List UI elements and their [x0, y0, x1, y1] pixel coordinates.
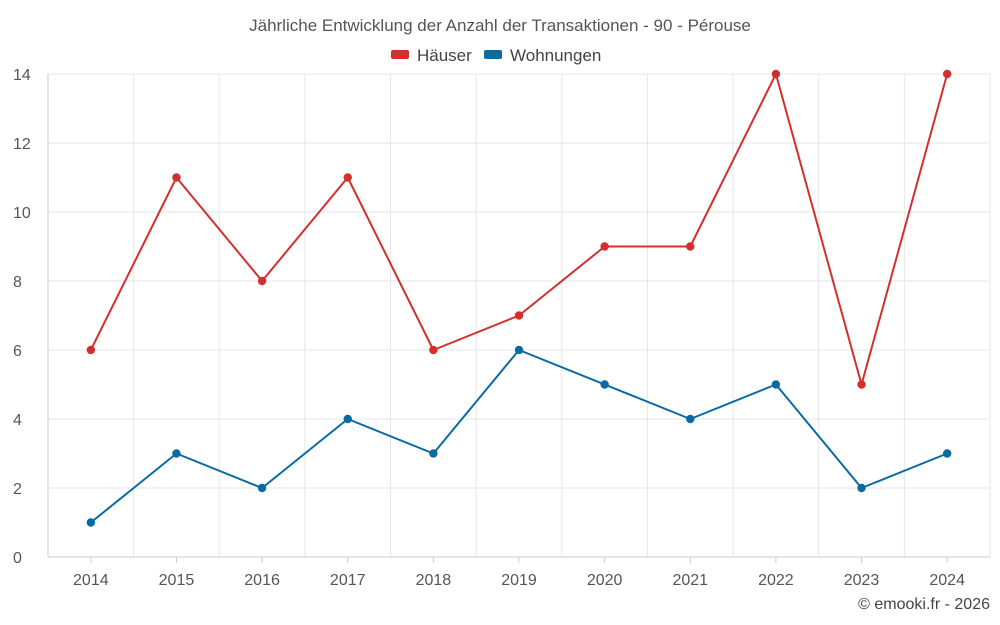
- data-point-wohnungen[interactable]: [771, 380, 781, 389]
- x-tick-label: 2014: [73, 572, 109, 589]
- data-point-hauser[interactable]: [172, 173, 181, 182]
- data-point-hauser[interactable]: [343, 173, 352, 182]
- legend-label-wohnungen: Wohnungen: [510, 46, 601, 65]
- legend-item-hauser[interactable]: Häuser: [391, 46, 472, 65]
- legend-swatch-hauser: [391, 50, 409, 59]
- chart-title: Jährliche Entwicklung der Anzahl der Tra…: [249, 16, 751, 35]
- data-point-wohnungen[interactable]: [857, 483, 866, 493]
- x-tick-label: 2019: [501, 572, 537, 589]
- data-point-wohnungen[interactable]: [86, 518, 96, 527]
- x-tick-label: 2020: [587, 572, 623, 589]
- data-point-wohnungen[interactable]: [257, 483, 267, 493]
- data-point-wohnungen[interactable]: [429, 449, 438, 458]
- legend-swatch-wohnungen: [484, 50, 502, 59]
- legend-item-wohnungen[interactable]: Wohnungen: [484, 46, 601, 65]
- x-tick-label: 2018: [416, 572, 452, 589]
- data-point-hauser[interactable]: [942, 69, 952, 79]
- legend: Häuser Wohnungen: [391, 46, 601, 65]
- x-axis: 2014 2015 2016 2017 2018 2019 2020 2021 2022 2023…: [73, 557, 965, 589]
- data-point-hauser[interactable]: [257, 276, 267, 286]
- data-point-hauser[interactable]: [686, 242, 695, 251]
- x-tick-label: 2024: [929, 572, 965, 589]
- data-point-hauser[interactable]: [86, 345, 96, 355]
- x-tick-label: 2015: [159, 572, 195, 589]
- y-axis: 0 2 4 6 8 10 12 14: [13, 67, 31, 567]
- x-tick-label: 2022: [758, 572, 794, 589]
- y-tick-label: 8: [13, 274, 22, 291]
- data-point-hauser[interactable]: [857, 380, 866, 389]
- data-point-hauser[interactable]: [771, 69, 781, 79]
- data-point-wohnungen[interactable]: [600, 380, 609, 389]
- x-tick-label: 2021: [672, 572, 708, 589]
- y-tick-label: 14: [13, 67, 31, 84]
- data-point-hauser[interactable]: [600, 242, 609, 251]
- data-point-wohnungen[interactable]: [686, 414, 695, 424]
- x-tick-label: 2016: [244, 572, 280, 589]
- legend-label-hauser: Häuser: [417, 46, 472, 65]
- plot-area: [86, 69, 952, 527]
- x-tick-label: 2023: [844, 572, 880, 589]
- y-tick-label: 4: [13, 412, 22, 429]
- data-point-hauser[interactable]: [429, 345, 438, 355]
- data-point-wohnungen[interactable]: [514, 345, 524, 355]
- y-tick-label: 12: [13, 136, 31, 153]
- credit-text: © emooki.fr - 2026: [858, 596, 990, 613]
- y-tick-label: 6: [13, 343, 22, 360]
- x-tick-label: 2017: [330, 572, 366, 589]
- y-tick-label: 2: [13, 481, 22, 498]
- data-point-wohnungen[interactable]: [172, 449, 181, 458]
- data-point-wohnungen[interactable]: [343, 414, 352, 424]
- data-point-wohnungen[interactable]: [942, 449, 952, 458]
- y-tick-label: 0: [13, 550, 22, 567]
- data-point-hauser[interactable]: [514, 311, 524, 320]
- y-tick-label: 10: [13, 205, 31, 222]
